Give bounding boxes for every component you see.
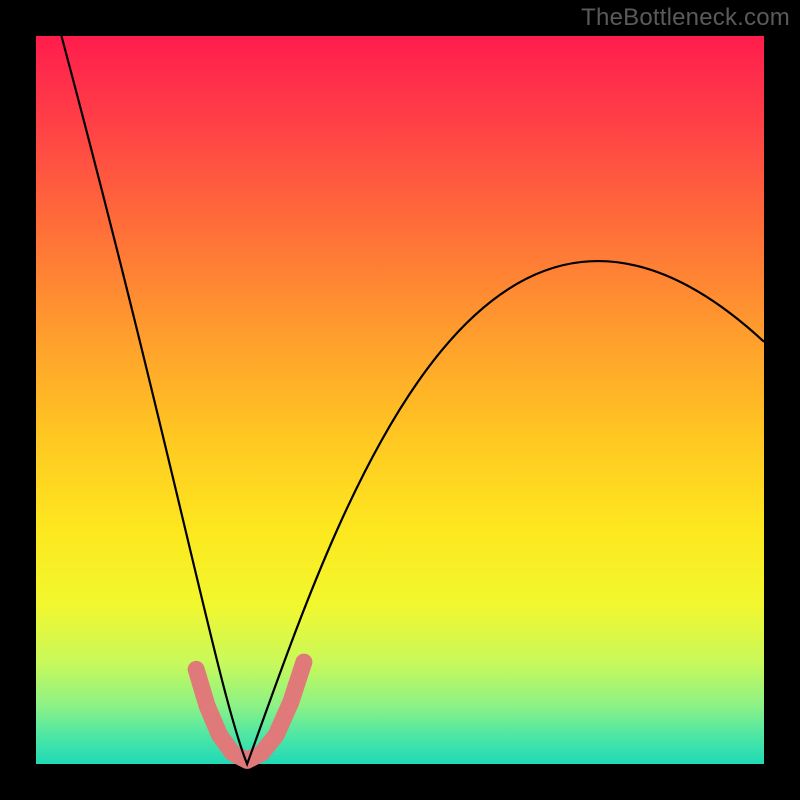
chart-gradient-background [36, 36, 764, 764]
watermark-text: TheBottleneck.com [581, 4, 790, 32]
bottleneck-chart [0, 0, 800, 800]
